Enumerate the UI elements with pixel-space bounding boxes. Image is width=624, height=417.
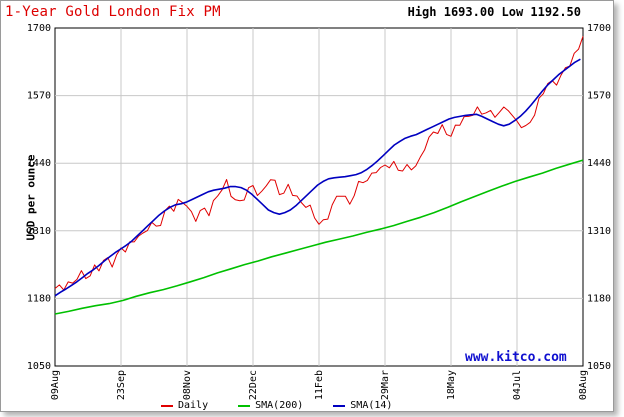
x-tick-label: 11Feb <box>314 370 325 400</box>
y-tick-label-right: 1050 <box>587 361 611 372</box>
x-tick-label: 09Aug <box>50 370 61 400</box>
legend-label-sma200: SMA(200) <box>255 400 304 411</box>
x-tick-label: 18May <box>446 370 457 400</box>
chart-frame: 1-Year Gold London Fix PM High 1693.00 L… <box>0 0 614 412</box>
y-tick-label-right: 1310 <box>587 226 611 237</box>
chart-svg: 1050 1050 1180 1180 1310 1310 1440 1440 1570 1570… <box>27 23 611 400</box>
x-tick-label: 23Sep <box>116 370 127 400</box>
y-tick-label-right: 1700 <box>587 23 611 34</box>
y-tick-label-left: 1180 <box>27 293 51 304</box>
chart-title: 1-Year Gold London Fix PM <box>5 4 221 20</box>
y-tick-label-left: 1050 <box>27 361 51 372</box>
x-tick-label: 22Dec <box>248 370 259 400</box>
y-tick-label-right: 1440 <box>587 158 611 169</box>
legend-item-daily: Daily <box>161 400 208 411</box>
kitco-watermark: www.kitco.com <box>465 350 567 365</box>
series-line-daily <box>54 36 584 291</box>
y-tick-label-right: 1180 <box>587 293 611 304</box>
legend-swatch-sma14 <box>333 404 346 407</box>
legend-swatch-sma200 <box>238 404 251 407</box>
y-tick-label-right: 1570 <box>587 91 611 102</box>
chart-legend: Daily SMA(200) SMA(14) <box>161 400 392 411</box>
y-tick-label-left: 1440 <box>27 158 51 169</box>
x-tick-label: 29Mar <box>380 370 391 400</box>
legend-item-sma200: SMA(200) <box>238 400 303 411</box>
high-low-readout: High 1693.00 Low 1192.50 <box>407 5 581 19</box>
x-tick-label: 08Nov <box>182 370 193 400</box>
y-tick-label-left: 1310 <box>27 226 51 237</box>
legend-swatch-daily <box>161 404 173 407</box>
legend-label-daily: Daily <box>178 400 209 411</box>
x-tick-label: 04Jul <box>512 370 523 400</box>
legend-item-sma14: SMA(14) <box>333 400 392 411</box>
y-tick-label-left: 1700 <box>27 23 51 34</box>
y-tick-label-left: 1570 <box>27 91 51 102</box>
series-line-sma14 <box>54 58 581 297</box>
legend-label-sma14: SMA(14) <box>350 400 393 411</box>
x-tick-label: 08Aug <box>578 370 589 400</box>
series-line-sma200 <box>54 159 584 315</box>
